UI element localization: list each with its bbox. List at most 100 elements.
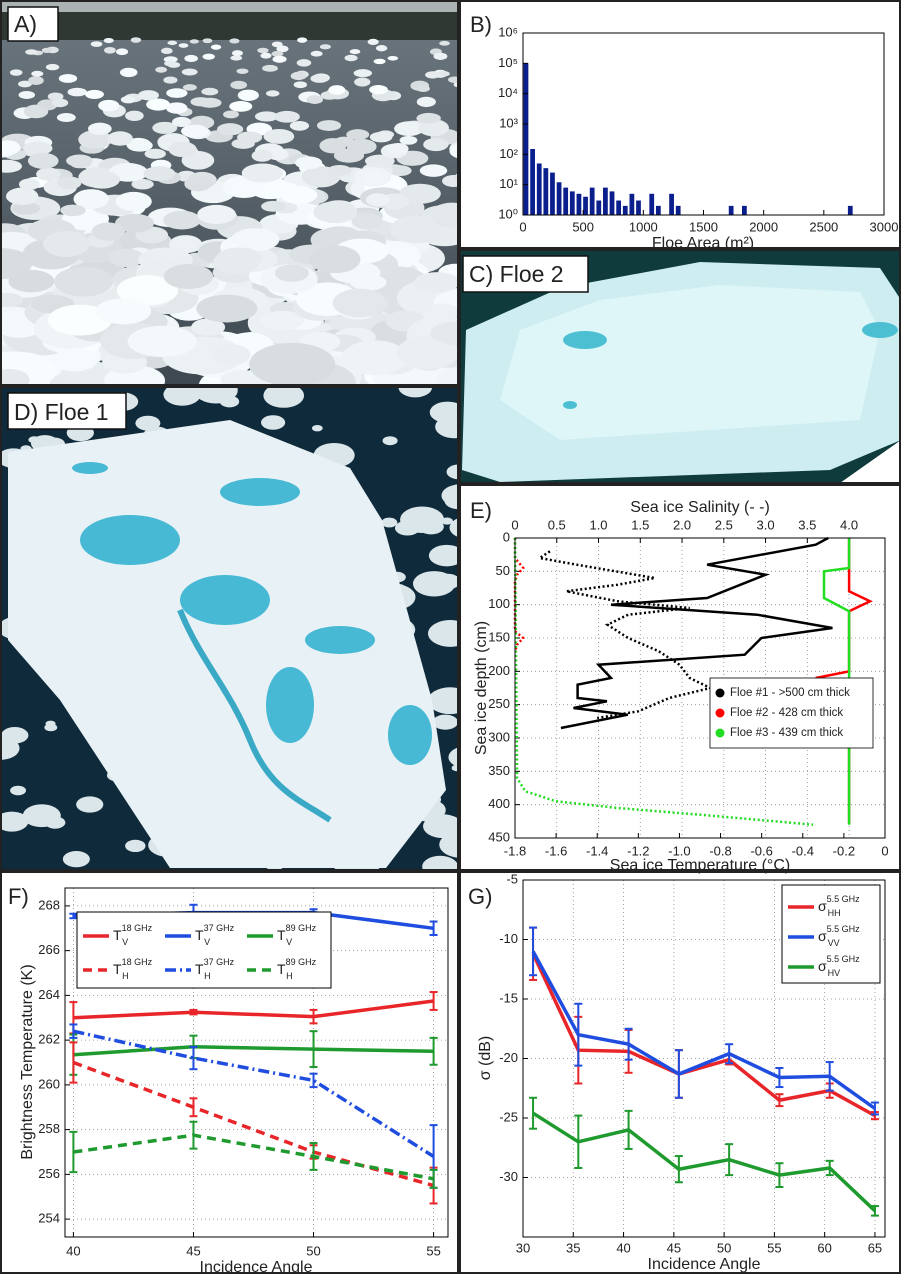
melt-pond: [80, 515, 180, 565]
floe: [297, 37, 307, 42]
x-tick-label: 2.5: [715, 517, 733, 532]
floe: [76, 796, 103, 812]
x-tick-label: 2000: [749, 219, 778, 234]
floe: [439, 831, 483, 858]
y-tick-label: -20: [499, 1050, 518, 1065]
floe: [262, 65, 278, 72]
floe: [1, 727, 28, 743]
y-tick-label: -15: [499, 990, 518, 1005]
histogram-bar: [557, 182, 562, 215]
histogram-bar: [596, 201, 601, 215]
floe: [96, 298, 152, 324]
histogram-bar: [550, 173, 555, 215]
floe: [442, 175, 466, 187]
x-tick-label: -1.6: [545, 843, 567, 858]
floe: [344, 55, 357, 61]
x-tick-label: 3.5: [798, 517, 816, 532]
x-tick-label: 4.0: [840, 517, 858, 532]
legend-sub: H: [122, 971, 129, 981]
y-tick-label: 10⁰: [498, 206, 518, 221]
floe: [366, 193, 390, 206]
x-tick-label: 1000: [629, 219, 658, 234]
floe: [229, 38, 239, 43]
series-line: [73, 1047, 433, 1055]
x-tick-label: -1.8: [504, 843, 526, 858]
y-tick-label: 150: [488, 629, 510, 644]
y-tick-label: -5: [506, 871, 518, 886]
floe: [116, 192, 152, 211]
floe: [418, 519, 444, 534]
floe: [183, 84, 197, 91]
y-tick-label: 10⁴: [498, 85, 518, 100]
floe: [261, 201, 285, 212]
floe: [272, 56, 286, 63]
floe: [10, 786, 26, 796]
legend-sup: 37 GHz: [204, 957, 235, 967]
x-tick-label: 50: [306, 1243, 320, 1258]
floe: [28, 153, 59, 169]
floe: [434, 574, 460, 590]
x-axis-title: Floe Area (m²): [652, 235, 754, 252]
y-tick-label: 350: [488, 763, 510, 778]
floe: [414, 272, 460, 292]
x-tick-label: 55: [767, 1240, 781, 1255]
legend-sub: HV: [828, 968, 841, 978]
floe: [266, 90, 280, 96]
floe: [328, 85, 345, 95]
floe: [23, 142, 52, 155]
floe: [312, 425, 323, 431]
floe: [297, 59, 312, 66]
y-tick-label: 258: [38, 1121, 60, 1136]
y-tick-label: 268: [38, 897, 60, 912]
floe: [430, 203, 474, 228]
floe: [290, 121, 309, 131]
floe: [333, 289, 388, 318]
y-tick-label: 400: [488, 796, 510, 811]
floe: [167, 41, 177, 45]
floe: [260, 53, 271, 59]
x-tick-label: -0.2: [833, 843, 855, 858]
legend-name: σ: [818, 898, 827, 914]
x-tick-label: 0: [511, 517, 518, 532]
legend-name: σ: [818, 958, 827, 974]
y-tick-label: 10¹: [499, 176, 518, 191]
floe: [28, 76, 44, 85]
panel-label: F): [8, 884, 29, 909]
floe: [19, 91, 35, 99]
floe: [68, 88, 87, 97]
floe: [319, 138, 346, 153]
x-tick-label: 3.0: [757, 517, 775, 532]
floe: [42, 48, 52, 53]
floe: [238, 90, 259, 101]
histogram-bar: [649, 194, 654, 215]
x-tick-label: -0.8: [709, 843, 731, 858]
panel-label: G): [468, 884, 492, 909]
legend-sub: HH: [828, 908, 841, 918]
floe: [43, 231, 90, 257]
y-axis-title: Brightness Temperature (K): [19, 964, 36, 1159]
floe: [275, 264, 309, 281]
histogram-bar: [583, 197, 588, 215]
floe: [197, 205, 236, 224]
floe: [347, 139, 377, 154]
histogram-bar: [537, 163, 542, 215]
floe: [116, 48, 128, 55]
floe: [280, 186, 317, 204]
melt-pond: [72, 462, 108, 474]
legend-sup: 18 GHz: [122, 923, 153, 933]
floe: [63, 851, 90, 867]
floe: [232, 50, 243, 56]
x-tick-label: -1.0: [668, 843, 690, 858]
floe: [320, 44, 331, 49]
x-tick-label: 1.0: [589, 517, 607, 532]
floe: [416, 113, 440, 124]
floe: [196, 295, 257, 323]
legend-sup: 5.5 GHz: [827, 954, 861, 964]
y-tick-label: 264: [38, 987, 60, 1002]
y-tick-label: 10⁶: [498, 24, 518, 39]
floe: [364, 172, 389, 184]
melt-pond: [180, 575, 270, 625]
floe: [143, 166, 175, 181]
floe: [272, 41, 283, 47]
histogram-bar: [742, 206, 747, 215]
